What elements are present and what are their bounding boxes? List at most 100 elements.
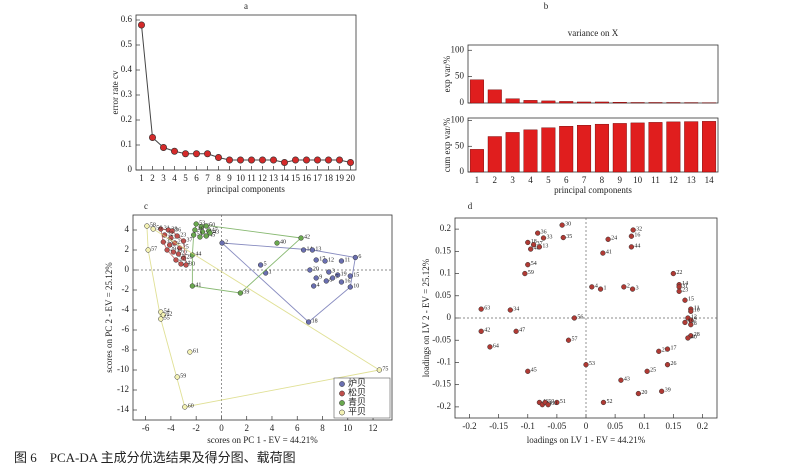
x-tick-label: 1 <box>475 175 480 185</box>
point <box>525 239 531 246</box>
x-tick-label: 4 <box>172 173 177 183</box>
point-label: 18 <box>312 318 318 324</box>
point <box>169 228 175 234</box>
point <box>621 284 627 290</box>
marker <box>302 156 310 164</box>
point-label: 40 <box>280 239 286 245</box>
point <box>347 273 353 279</box>
marker <box>346 159 354 167</box>
legend-label: 松贝 <box>348 387 366 398</box>
x-tick-label: 2 <box>493 175 498 185</box>
x-tick-label: 0.15 <box>665 421 681 431</box>
point-label: 25 <box>183 244 189 250</box>
x-tick-label: 11 <box>651 175 660 185</box>
legend-swatch <box>339 381 345 387</box>
marker <box>237 156 245 164</box>
panel-letter: d <box>468 201 473 211</box>
point-label: 14 <box>307 246 313 252</box>
chart-title: variance on X <box>568 28 619 38</box>
point <box>180 255 187 261</box>
x-axis-label: loadings on LV 1 - EV = 44.21% <box>527 435 646 445</box>
point-label: 42 <box>304 234 310 240</box>
y-tick-label: 100 <box>451 44 465 54</box>
point-label: 16 <box>344 278 350 284</box>
point-label: 57 <box>572 337 578 343</box>
x-tick-label: 19 <box>335 173 345 183</box>
point-label: 56 <box>156 225 162 231</box>
point <box>629 286 636 292</box>
point-label: 13 <box>315 246 321 252</box>
point <box>257 262 264 268</box>
point <box>164 247 170 253</box>
x-tick-label: 7 <box>205 173 210 183</box>
point-label: 13 <box>542 243 548 249</box>
point-label: 19 <box>341 271 347 277</box>
point <box>507 307 513 313</box>
y-tick-label: -0.1 <box>437 357 451 367</box>
y-axis-label: exp var/% <box>442 55 452 92</box>
point <box>338 279 345 285</box>
point <box>144 223 150 229</box>
x-tick-label: 12 <box>669 175 678 185</box>
point-label: 39 <box>243 289 249 295</box>
point <box>274 240 280 246</box>
bar <box>523 100 538 104</box>
point-label: 4 <box>595 283 598 289</box>
bar <box>577 101 592 104</box>
point <box>664 362 671 368</box>
y-tick-label: 100 <box>451 115 465 125</box>
x-tick-label: 9 <box>227 173 232 183</box>
point <box>376 367 383 373</box>
point <box>600 399 607 406</box>
point <box>600 250 606 256</box>
point <box>189 283 196 289</box>
point-label: 60 <box>188 403 194 409</box>
point-label: 22 <box>676 270 682 276</box>
marker <box>149 134 157 142</box>
point-label: 3 <box>332 268 335 274</box>
bar <box>505 132 520 173</box>
point <box>170 249 177 255</box>
bar <box>469 149 484 173</box>
point <box>535 230 541 236</box>
point-label: 17 <box>671 345 677 351</box>
point <box>565 337 572 343</box>
y-tick-label: 4 <box>125 224 130 234</box>
bar <box>648 122 663 173</box>
point-label: 20 <box>641 390 647 396</box>
point-label: 63 <box>484 305 490 311</box>
y-tick-label: 0 <box>447 312 452 322</box>
point <box>635 390 642 397</box>
point <box>513 328 519 334</box>
point <box>309 247 316 253</box>
point-label: 27 <box>662 348 668 354</box>
point-label: 36 <box>175 227 181 233</box>
x-tick-label: 0.1 <box>639 421 650 431</box>
point <box>311 283 317 289</box>
point-label: 3 <box>636 285 639 291</box>
x-tick-label: 18 <box>324 173 334 183</box>
marker <box>204 150 212 158</box>
bar <box>684 121 699 173</box>
y-tick-label: -0.15 <box>432 379 451 389</box>
x-tick-label: 3 <box>161 173 166 183</box>
point-label: 6 <box>358 254 361 260</box>
point-label: 54 <box>164 308 170 314</box>
x-axis-label: principal components <box>554 185 632 195</box>
point <box>536 244 543 250</box>
x-tick-label: -0.05 <box>548 421 567 431</box>
marker <box>269 156 277 164</box>
y-tick-label: -12 <box>117 384 129 394</box>
point-label: 44 <box>195 251 201 257</box>
point-label: 57 <box>151 246 157 252</box>
point <box>664 346 671 352</box>
y-tick-label: 0.15 <box>435 245 451 255</box>
plot-frame <box>467 44 719 104</box>
point-label: 11 <box>694 305 700 311</box>
point <box>329 275 336 281</box>
point-label: 38 <box>171 226 177 232</box>
point <box>326 269 332 275</box>
point <box>150 226 156 232</box>
y-tick-label: 50 <box>455 71 465 81</box>
bar <box>523 129 538 173</box>
